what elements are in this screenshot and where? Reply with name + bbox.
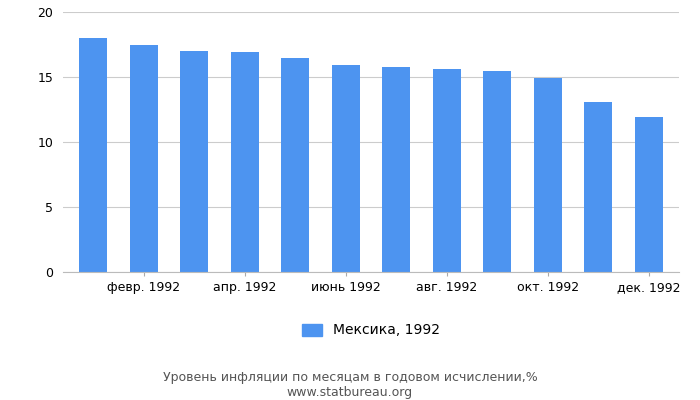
Text: www.statbureau.org: www.statbureau.org [287, 386, 413, 399]
Bar [332, 65, 360, 272]
Bar [130, 44, 158, 272]
Bar [79, 38, 107, 272]
Bar [281, 58, 309, 272]
Text: Уровень инфляции по месяцам в годовом исчислении,%: Уровень инфляции по месяцам в годовом ис… [162, 372, 538, 384]
Bar [635, 117, 663, 272]
Bar [382, 66, 410, 272]
Bar [534, 78, 561, 272]
Bar [483, 70, 511, 272]
Bar [181, 51, 208, 272]
Bar [231, 52, 259, 272]
Bar [584, 102, 612, 272]
Legend: Мексика, 1992: Мексика, 1992 [296, 318, 446, 343]
Bar [433, 69, 461, 272]
